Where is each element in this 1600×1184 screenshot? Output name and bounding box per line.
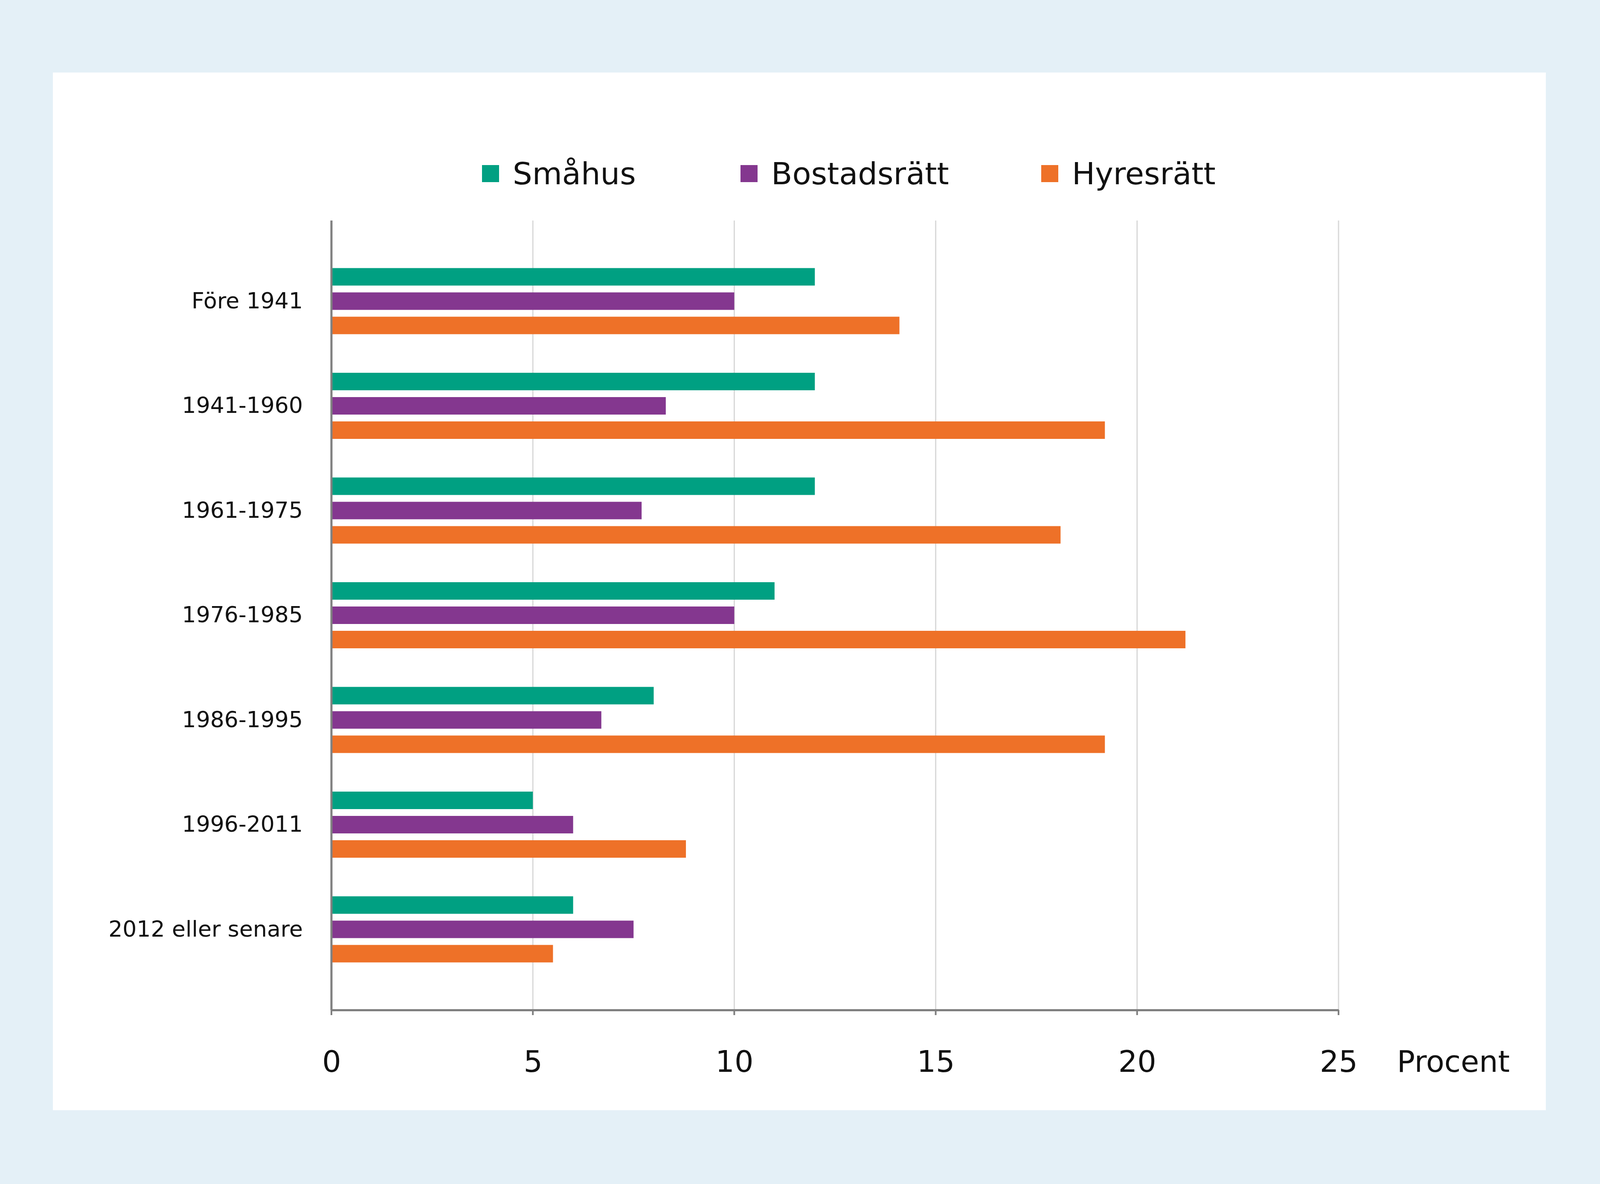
y-tick: 1961-1975 (182, 497, 332, 523)
y-tick: 1941-1960 (182, 392, 332, 419)
x-tick-label: 10 (715, 1044, 754, 1080)
bar (331, 791, 533, 810)
y-axis-line (330, 220, 333, 1011)
y-tick-label: 1941-1960 (182, 392, 303, 419)
y-tick: 2012 eller senare (108, 916, 332, 942)
bar (331, 316, 900, 335)
bars (331, 268, 1186, 963)
x-tick: 15 (917, 1010, 956, 1080)
x-tick: 10 (715, 1010, 754, 1080)
bar (331, 606, 735, 625)
y-tick-label: 1996-2011 (182, 811, 303, 837)
chart: 0 5 10 15 20 25 Procent Före 1941 1941-1960 1961-… (0, 0, 1600, 1184)
x-tick-mark (531, 1010, 534, 1016)
legend: Småhus Bostadsrätt Hyresrätt (482, 155, 1216, 192)
legend-label: Hyresrätt (1071, 155, 1216, 192)
x-tick-mark (330, 1010, 333, 1016)
x-tick-label: 25 (1319, 1044, 1358, 1080)
bar (331, 944, 553, 963)
y-tick: 1976-1985 (182, 601, 332, 628)
legend-label: Bostadsrätt (771, 155, 950, 192)
grid (331, 220, 1339, 1011)
y-tick: 1996-2011 (182, 811, 332, 837)
bar (331, 526, 1061, 544)
bar (331, 735, 1105, 753)
x-tick: 25 (1319, 1010, 1358, 1080)
bar (331, 582, 775, 600)
bar (331, 292, 735, 311)
x-tick-mark (935, 1010, 937, 1016)
y-tick-label: 1961-1975 (182, 497, 303, 523)
y-tick-label: 1986-1995 (182, 706, 303, 733)
y-tick-label: 1976-1985 (182, 601, 303, 628)
x-tick-mark (1337, 1010, 1340, 1016)
x-tick-label: 5 (523, 1044, 543, 1080)
legend-swatch (482, 165, 500, 183)
x-axis-title: Procent (1396, 1044, 1510, 1080)
grid-line (935, 220, 937, 1011)
x-tick-mark (1136, 1010, 1139, 1016)
bar (331, 268, 815, 286)
bar (331, 630, 1186, 649)
bar (331, 896, 574, 914)
y-tick: Före 1941 (191, 287, 332, 314)
grid-line (331, 220, 333, 1011)
legend-swatch (1041, 165, 1059, 183)
y-tick: 1986-1995 (182, 706, 332, 733)
y-tick-label: 2012 eller senare (108, 916, 303, 942)
bar (331, 920, 634, 938)
bar (331, 840, 686, 858)
x-tick: 5 (523, 1010, 543, 1080)
y-tick-label: Före 1941 (191, 287, 303, 314)
y-axis: Före 1941 1941-1960 1961-1975 1976-1985 1986… (108, 220, 332, 1011)
x-tick-label: 20 (1118, 1044, 1157, 1080)
bar (331, 502, 642, 520)
bar (331, 397, 666, 415)
bar (331, 711, 602, 729)
x-tick-label: 0 (322, 1044, 342, 1080)
grid-line (1338, 220, 1340, 1011)
bar (331, 686, 654, 705)
bar (331, 815, 574, 834)
x-tick: 20 (1118, 1010, 1157, 1080)
bar (331, 372, 815, 391)
x-tick-label: 15 (917, 1044, 956, 1080)
grid-line (1136, 220, 1138, 1011)
background (0, 0, 1600, 1184)
x-tick: 0 (322, 1010, 342, 1080)
x-tick-mark (733, 1010, 735, 1016)
legend-swatch (740, 165, 758, 183)
x-axis: 0 5 10 15 20 25 (322, 1010, 1358, 1080)
x-axis-line (331, 1009, 1339, 1012)
bar (331, 477, 815, 496)
legend-label: Småhus (512, 155, 636, 192)
panel (52, 72, 1546, 1111)
bar (331, 421, 1105, 439)
